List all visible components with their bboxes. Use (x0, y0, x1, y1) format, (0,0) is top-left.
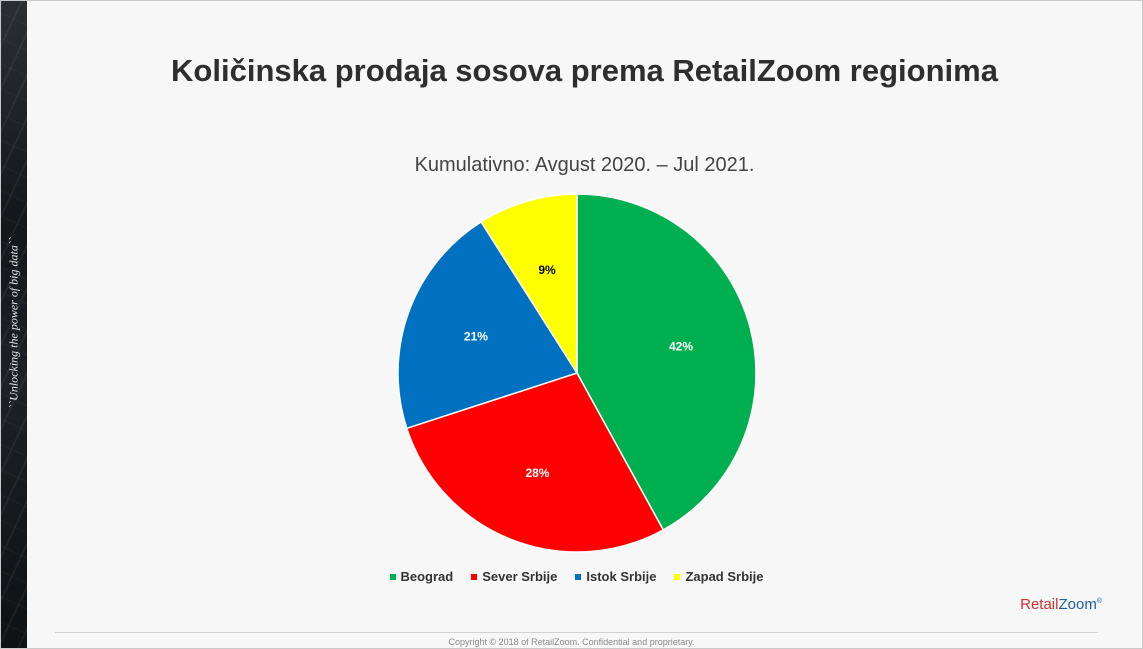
legend-swatch-zapad-srbije (674, 573, 681, 580)
logo-retail-text: Retail (1020, 596, 1059, 613)
side-banner: ``Unlocking the power of big data`` (1, 1, 27, 648)
pie-slice-sever-srbije (405, 372, 665, 553)
legend-swatch-istok-srbije (575, 573, 582, 580)
data-label-beograd: 42% (669, 339, 693, 353)
legend-item-istok-srbije: Istok Srbije (575, 569, 656, 584)
chart-title: Količinska prodaja sosova prema RetailZo… (171, 53, 998, 88)
legend-label-beograd: Beograd (400, 569, 454, 584)
legend-item-zapad-srbije: Zapad Srbije (674, 569, 764, 584)
legend-swatch-sever-srbije (471, 573, 478, 580)
data-label-istok-srbije: 21% (464, 330, 488, 344)
copyright-text: Copyright © 2018 of RetailZoom. Confiden… (448, 637, 695, 647)
legend-label-sever-srbije: Sever Srbije (482, 569, 558, 584)
legend-item-beograd: Beograd (389, 569, 454, 584)
logo-registered-mark: ® (1096, 598, 1102, 605)
chart-subtitle: Kumulativno: Avgust 2020. – Jul 2021. (414, 154, 755, 176)
legend-item-sever-srbije: Sever Srbije (471, 569, 557, 584)
data-label-sever-srbije: 28% (525, 466, 549, 480)
data-label-zapad-srbije: 9% (538, 263, 556, 277)
logo-zoom-text: Zoom (1058, 596, 1097, 613)
legend-label-zapad-srbije: Zapad Srbije (685, 569, 764, 584)
retailzoom-logo: RetailZoom® (1020, 596, 1102, 613)
chart-legend: Beograd Sever Srbije Istok Srbije Zapad Srb… (1, 569, 1142, 584)
pie-slice-istok-srbije (397, 220, 579, 430)
pie-slice-zapad-srbije (480, 193, 578, 376)
legend-swatch-beograd (389, 573, 396, 580)
legend-label-istok-srbije: Istok Srbije (586, 569, 657, 584)
pie-slice-beograd (576, 193, 757, 531)
footer-divider (55, 632, 1098, 633)
